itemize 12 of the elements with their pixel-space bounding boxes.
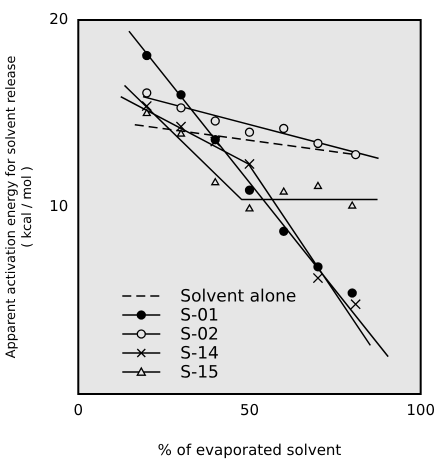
x-tick-label: 0 [74, 400, 84, 419]
x-tick-label: 100 [406, 400, 436, 419]
x-axis-title: % of evaporated solvent [158, 440, 342, 459]
y-axis-title: Apparent activation energy for solvent release ( kcal / mol ) [4, 56, 35, 358]
legend-label: Solvent alone [180, 286, 296, 306]
legend-label: S-01 [180, 305, 219, 326]
legend-label: S-15 [180, 362, 219, 382]
y-tick-label: 20 [49, 10, 68, 28]
y-tick-label: 10 [49, 196, 68, 215]
x-tick-label: 50 [240, 400, 260, 419]
legend-label: S-14 [180, 343, 219, 364]
legend-label: S-02 [180, 324, 219, 344]
